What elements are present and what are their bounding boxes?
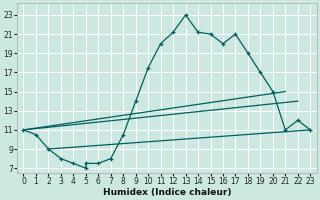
X-axis label: Humidex (Indice chaleur): Humidex (Indice chaleur)	[103, 188, 231, 197]
